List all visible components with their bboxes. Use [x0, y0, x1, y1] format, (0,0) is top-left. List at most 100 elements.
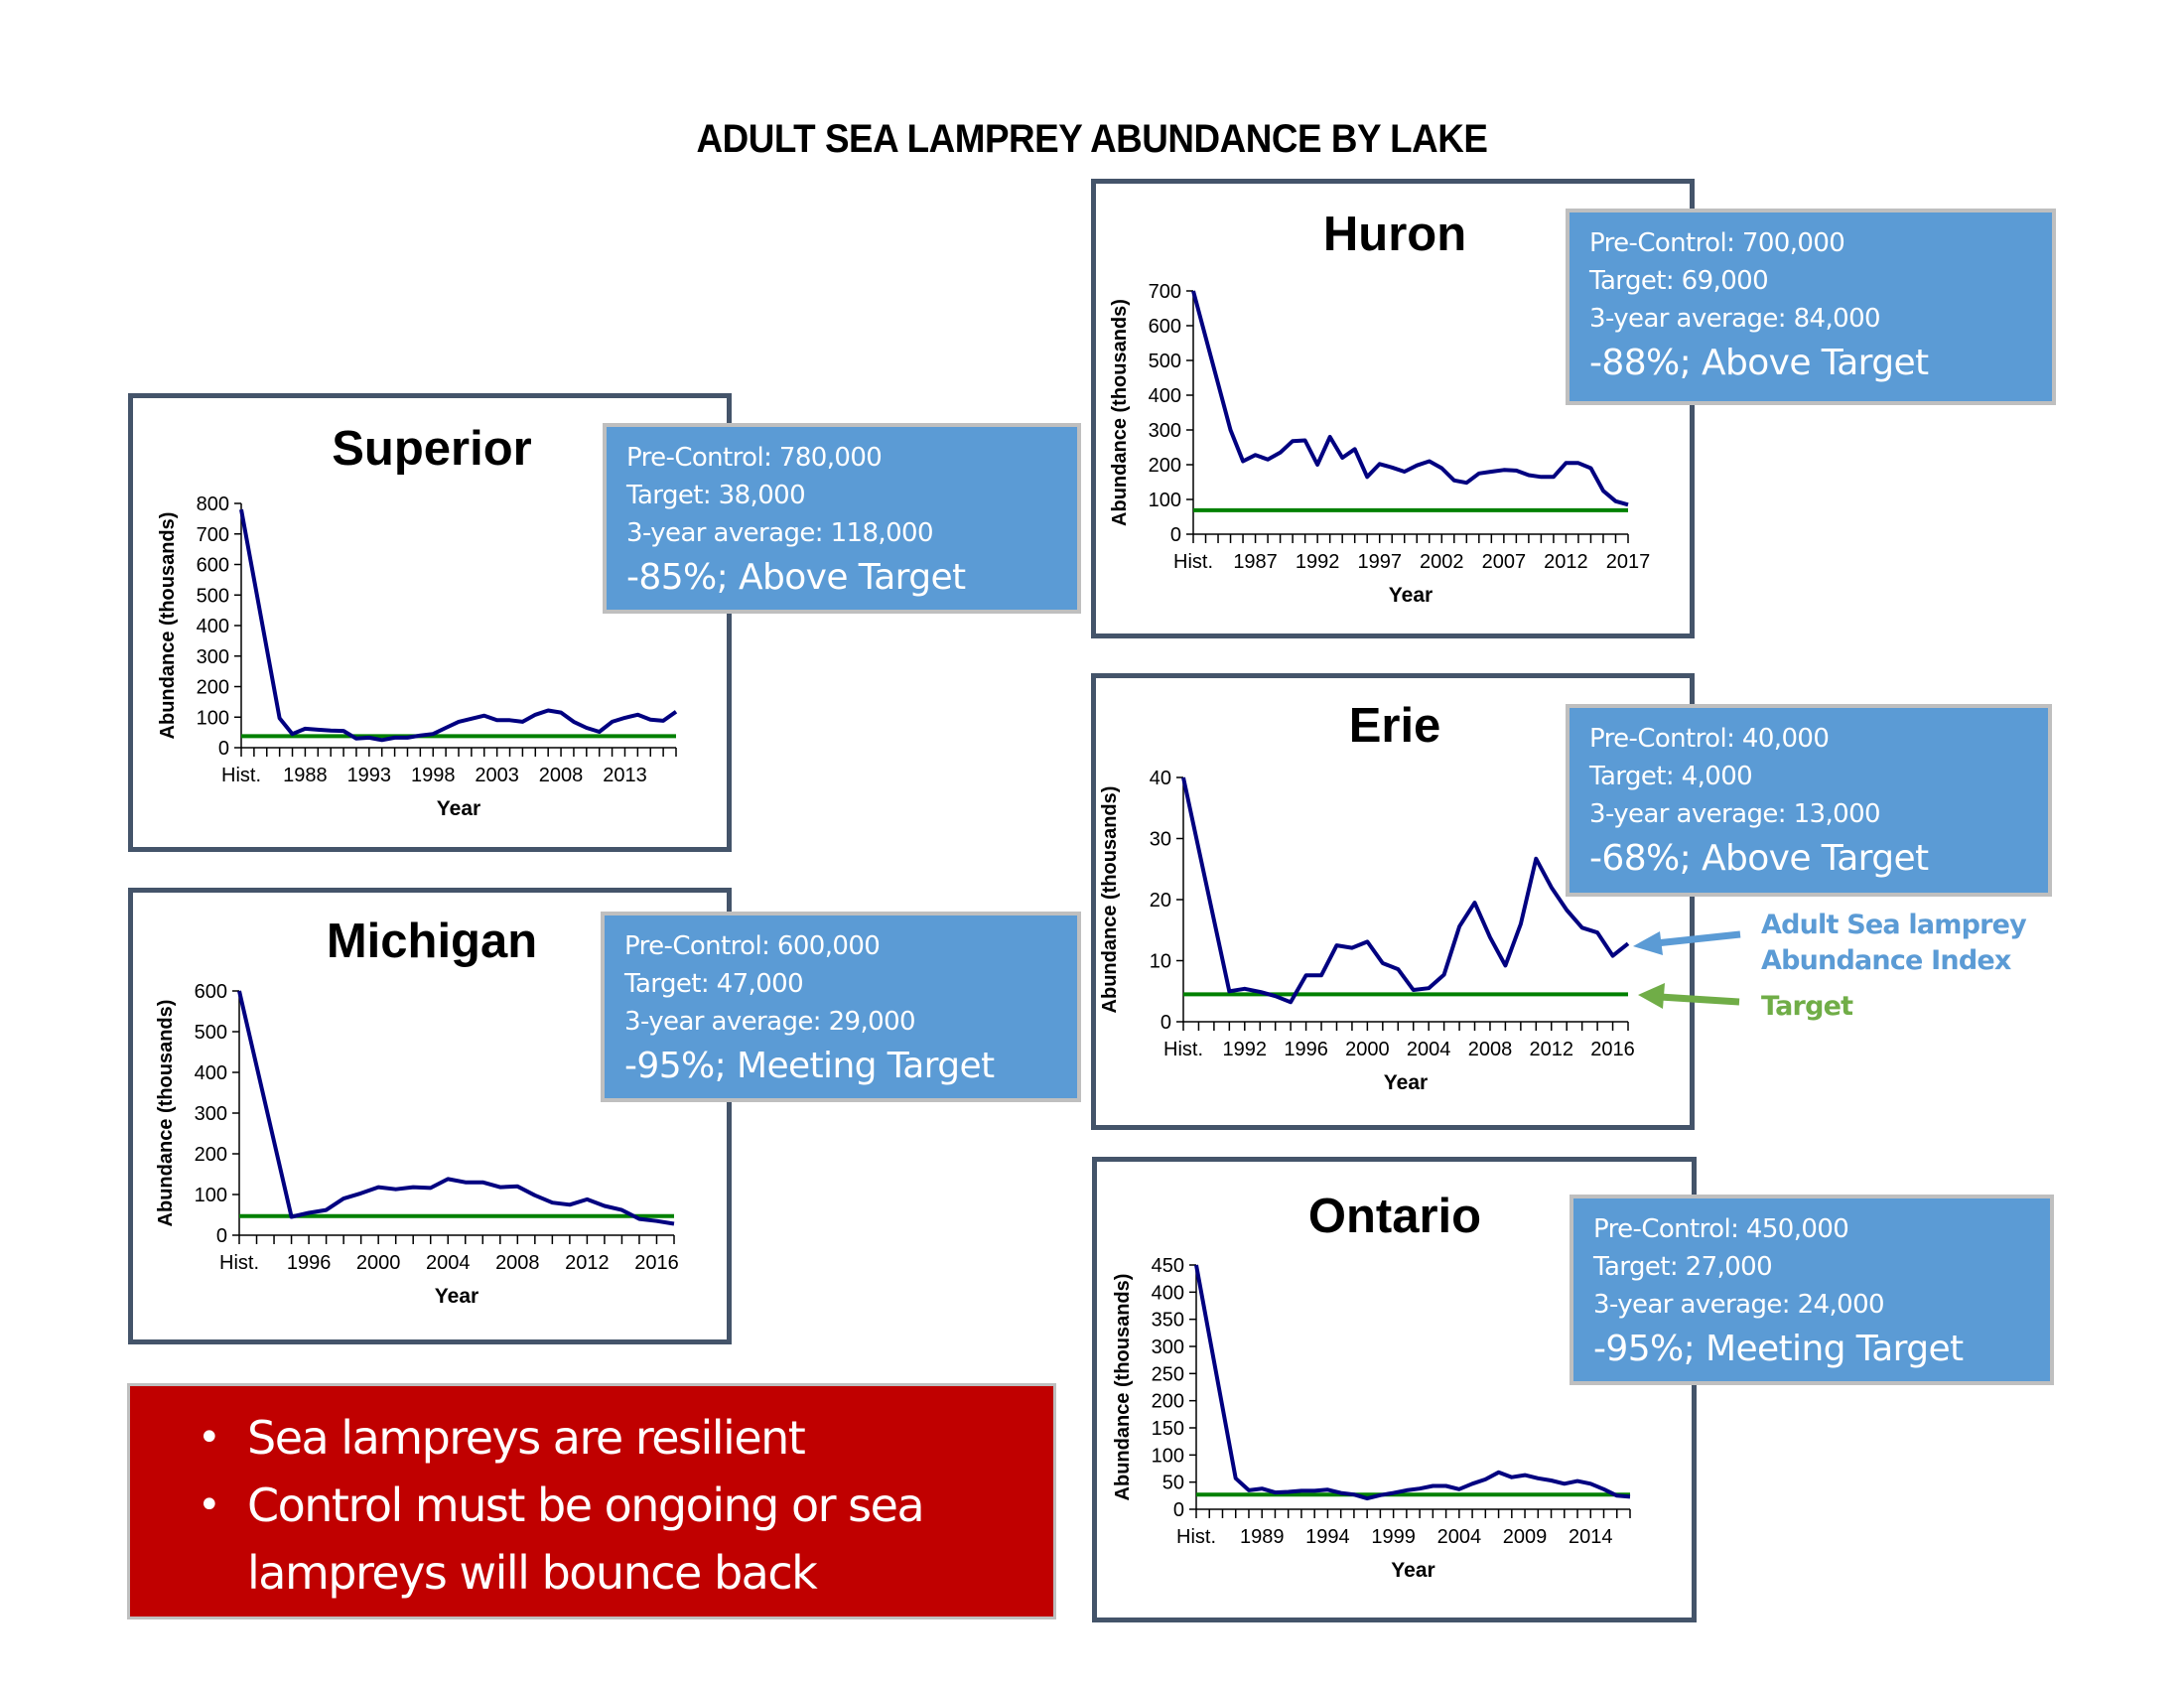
y-tick-label: 600 — [197, 555, 229, 577]
huron-status: -88%; Above Target — [1589, 343, 1929, 383]
x-tick-label: 2017 — [1606, 551, 1651, 573]
y-tick-label: 150 — [1152, 1418, 1184, 1440]
y-tick-label: 500 — [1149, 351, 1181, 372]
y-tick-label: 0 — [1173, 1499, 1184, 1521]
superior-status: -85%; Above Target — [626, 557, 966, 598]
page-title: ADULT SEA LAMPREY ABUNDANCE BY LAKE — [696, 117, 1488, 161]
huron-pre-control: Pre-Control: 700,000 — [1589, 228, 1845, 258]
erie-target: Target: 4,000 — [1589, 762, 1753, 791]
superior-chart-title: Superior — [332, 422, 532, 476]
x-tick-label: 2004 — [426, 1252, 471, 1274]
ontario-target: Target: 27,000 — [1593, 1252, 1773, 1282]
x-tick-label: 1988 — [283, 765, 328, 786]
x-axis-label: Year — [1384, 1071, 1428, 1094]
key-message-item: • Sea lampreys are resilient — [198, 1404, 1053, 1472]
y-tick-label: 0 — [218, 738, 229, 760]
huron-three-year-average: 3-year average: 84,000 — [1589, 304, 1881, 334]
x-tick-label: 1997 — [1357, 551, 1402, 573]
x-tick-label: 2014 — [1569, 1526, 1613, 1548]
y-tick-label: 200 — [197, 677, 229, 699]
key-message-text-continued: lampreys will bounce back — [247, 1546, 818, 1600]
ontario-pre-control: Pre-Control: 450,000 — [1593, 1214, 1849, 1244]
legend-index-label: Adult Sea lamprey Abundance Index — [1761, 908, 2027, 979]
michigan-target: Target: 47,000 — [624, 969, 804, 999]
x-tick-label: 2000 — [356, 1252, 401, 1274]
huron-info-box: Pre-Control: 700,000 Target: 69,000 3-ye… — [1566, 209, 2056, 405]
y-tick-label: 600 — [1149, 316, 1181, 338]
x-axis-label: Year — [437, 797, 480, 820]
y-tick-label: 100 — [195, 1185, 227, 1206]
erie-status: -68%; Above Target — [1589, 838, 1929, 879]
y-tick-label: 500 — [197, 585, 229, 607]
x-tick-label: 1992 — [1223, 1039, 1268, 1060]
y-tick-label: 200 — [1152, 1391, 1184, 1413]
erie-info-box: Pre-Control: 40,000 Target: 4,000 3-year… — [1566, 704, 2052, 897]
y-axis-label: Abundance (thousands) — [1112, 1274, 1134, 1501]
y-tick-label: 700 — [1149, 281, 1181, 303]
y-tick-label: 400 — [195, 1062, 227, 1084]
superior-target: Target: 38,000 — [626, 481, 806, 510]
x-axis-label: Year — [435, 1285, 478, 1308]
y-tick-label: 50 — [1162, 1473, 1184, 1494]
legend-index-line2: Abundance Index — [1761, 945, 2011, 976]
x-tick-label: 2016 — [634, 1252, 679, 1274]
y-axis-label: Abundance (thousands) — [155, 1000, 177, 1227]
michigan-three-year-average: 3-year average: 29,000 — [624, 1007, 916, 1037]
x-tick-label: 1998 — [411, 765, 456, 786]
y-tick-label: 300 — [1152, 1336, 1184, 1358]
x-axis-label: Year — [1389, 584, 1433, 607]
y-tick-label: 300 — [197, 646, 229, 668]
y-tick-label: 450 — [1152, 1255, 1184, 1277]
ontario-three-year-average: 3-year average: 24,000 — [1593, 1290, 1885, 1320]
y-tick-label: 600 — [195, 981, 227, 1003]
y-tick-label: 30 — [1150, 829, 1171, 851]
y-tick-label: 400 — [1152, 1282, 1184, 1304]
y-tick-label: 500 — [195, 1022, 227, 1044]
x-tick-label: 1999 — [1371, 1526, 1416, 1548]
michigan-chart-title: Michigan — [326, 914, 538, 968]
index-arrow-icon — [1633, 930, 1741, 955]
y-tick-label: 700 — [197, 524, 229, 546]
y-tick-label: 100 — [1149, 490, 1181, 511]
superior-three-year-average: 3-year average: 118,000 — [626, 518, 934, 548]
y-axis-label: Abundance (thousands) — [1099, 786, 1121, 1014]
x-tick-label: Hist. — [1173, 551, 1213, 573]
x-tick-label: 1989 — [1240, 1526, 1285, 1548]
erie-three-year-average: 3-year average: 13,000 — [1589, 799, 1881, 829]
key-message-text: Control must be ongoing or sea — [247, 1478, 925, 1532]
y-tick-label: 250 — [1152, 1363, 1184, 1385]
erie-pre-control: Pre-Control: 40,000 — [1589, 724, 1830, 754]
michigan-pre-control: Pre-Control: 600,000 — [624, 931, 881, 961]
x-tick-label: 2009 — [1503, 1526, 1548, 1548]
y-axis-label: Abundance (thousands) — [1109, 299, 1131, 526]
x-tick-label: 1993 — [347, 765, 392, 786]
x-tick-label: 2004 — [1407, 1039, 1451, 1060]
y-tick-label: 0 — [216, 1225, 227, 1247]
x-tick-label: 1992 — [1296, 551, 1340, 573]
x-tick-label: 2003 — [475, 765, 519, 786]
y-tick-label: 800 — [197, 493, 229, 515]
key-message-text: Sea lampreys are resilient — [247, 1411, 806, 1465]
superior-info-box: Pre-Control: 780,000 Target: 38,000 3-ye… — [603, 423, 1081, 614]
y-tick-label: 0 — [1160, 1012, 1171, 1034]
bullet-icon: • — [198, 1482, 221, 1528]
y-tick-label: 100 — [197, 707, 229, 729]
superior-plot: 0 100 200 300 400 500 600 700 800 Hist. 1988 1993 19… — [157, 493, 678, 820]
x-tick-label: 2000 — [1345, 1039, 1390, 1060]
y-tick-label: 350 — [1152, 1310, 1184, 1332]
ontario-status: -95%; Meeting Target — [1593, 1329, 1964, 1369]
x-tick-label: 1996 — [1284, 1039, 1328, 1060]
x-tick-label: 1987 — [1233, 551, 1278, 573]
x-tick-label: 2008 — [539, 765, 584, 786]
x-tick-label: 2004 — [1437, 1526, 1482, 1548]
x-tick-label: 2013 — [603, 765, 647, 786]
ontario-plot: 0 50 100 150 200 250 300 350 400 450 Hist. 1989 1994… — [1112, 1255, 1631, 1582]
y-tick-label: 20 — [1150, 890, 1171, 912]
key-message-list: • Sea lampreys are resilient • Control m… — [130, 1386, 1053, 1607]
